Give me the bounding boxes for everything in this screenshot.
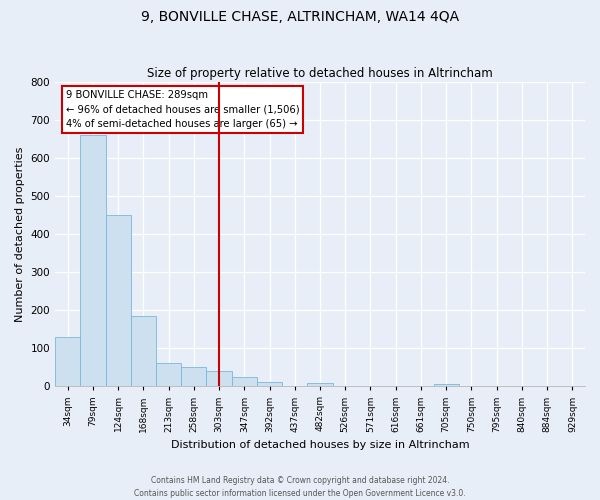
Y-axis label: Number of detached properties: Number of detached properties bbox=[15, 146, 25, 322]
Bar bbox=[106, 215, 131, 386]
Bar bbox=[131, 316, 156, 386]
Bar bbox=[181, 368, 206, 386]
Bar bbox=[307, 383, 332, 386]
Text: 9 BONVILLE CHASE: 289sqm
← 96% of detached houses are smaller (1,506)
4% of semi: 9 BONVILLE CHASE: 289sqm ← 96% of detach… bbox=[65, 90, 299, 130]
Title: Size of property relative to detached houses in Altrincham: Size of property relative to detached ho… bbox=[147, 66, 493, 80]
Bar bbox=[80, 136, 106, 386]
Bar bbox=[232, 377, 257, 386]
Bar bbox=[434, 384, 459, 386]
Bar bbox=[257, 382, 282, 386]
X-axis label: Distribution of detached houses by size in Altrincham: Distribution of detached houses by size … bbox=[171, 440, 469, 450]
Bar bbox=[206, 371, 232, 386]
Bar bbox=[156, 364, 181, 386]
Text: Contains HM Land Registry data © Crown copyright and database right 2024.
Contai: Contains HM Land Registry data © Crown c… bbox=[134, 476, 466, 498]
Bar bbox=[55, 337, 80, 386]
Text: 9, BONVILLE CHASE, ALTRINCHAM, WA14 4QA: 9, BONVILLE CHASE, ALTRINCHAM, WA14 4QA bbox=[141, 10, 459, 24]
